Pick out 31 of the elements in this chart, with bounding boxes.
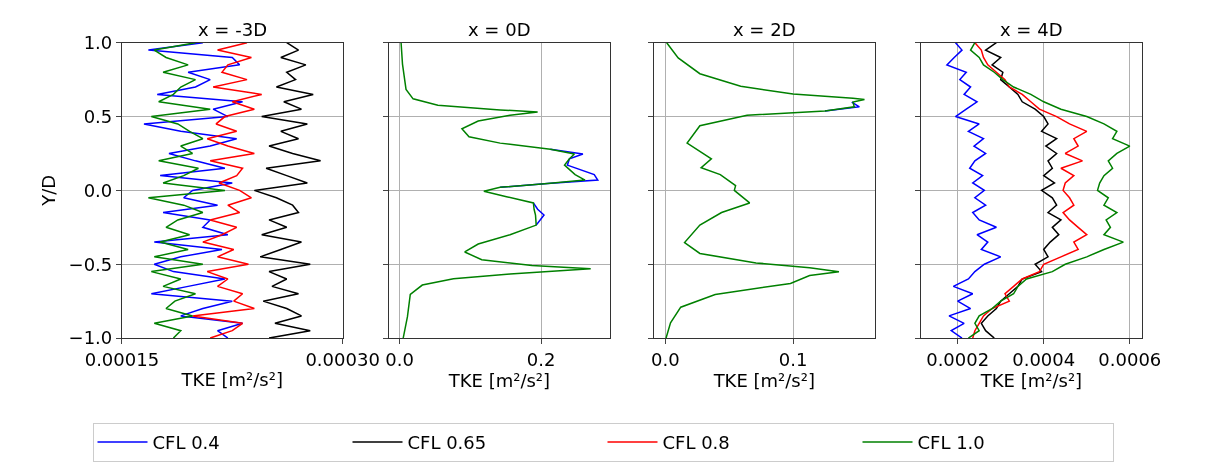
- y-axis-title: Y/D: [37, 174, 59, 207]
- line-series: [147, 42, 226, 339]
- x-axis-title: TKE [m²/s²]: [447, 369, 551, 391]
- y-tick-label: −0.5: [68, 253, 113, 275]
- x-axis-title: TKE [m²/s²]: [712, 369, 815, 391]
- x-tick-label: 0.0006: [1098, 348, 1162, 370]
- chart-title: x = 4D: [1000, 19, 1063, 40]
- x-tick-label: 0.0: [651, 348, 680, 370]
- x-tick-label: 0.1: [778, 348, 808, 370]
- legend-label: CFL 1.0: [917, 431, 985, 453]
- x-axis-title: TKE [m²/s²]: [180, 368, 283, 390]
- x-axis-title: TKE [m²/s²]: [979, 369, 1083, 391]
- x-tick-label: 0.0002: [926, 348, 990, 370]
- line-series: [191, 42, 263, 339]
- chart-title: x = -3D: [198, 19, 267, 40]
- x-tick-label: 0.00015: [84, 348, 160, 370]
- legend-label: CFL 0.4: [152, 431, 220, 453]
- x-tick-label: 0.00030: [305, 348, 380, 370]
- chart-title: x = 2D: [733, 19, 796, 40]
- x-tick-label: 0.0004: [1012, 348, 1076, 370]
- line-series: [253, 42, 322, 339]
- chart-title: x = 0D: [468, 19, 531, 40]
- y-tick-label: −1.0: [68, 327, 113, 349]
- legend-label: CFL 0.65: [407, 431, 487, 453]
- x-tick-label: 0.2: [526, 348, 556, 370]
- y-tick-label: 1.0: [83, 32, 113, 54]
- x-tick-label: 0.0: [385, 348, 414, 370]
- line-series: [143, 42, 244, 339]
- y-tick-label: 0.0: [83, 179, 113, 201]
- legend-label: CFL 0.8: [662, 431, 730, 453]
- y-tick-label: 0.5: [83, 105, 113, 127]
